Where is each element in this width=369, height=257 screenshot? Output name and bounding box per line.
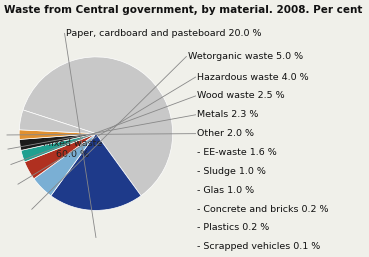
Wedge shape <box>19 110 96 134</box>
Text: Hazardous waste 4.0 %: Hazardous waste 4.0 % <box>197 72 309 82</box>
Wedge shape <box>20 134 96 150</box>
Wedge shape <box>51 134 141 210</box>
Text: - Plastics 0.2 %: - Plastics 0.2 % <box>197 223 270 232</box>
Wedge shape <box>23 57 173 196</box>
Text: - Sludge 1.0 %: - Sludge 1.0 % <box>197 167 266 176</box>
Text: Wetorganic waste 5.0 %: Wetorganic waste 5.0 % <box>188 52 303 61</box>
Text: - Concrete and bricks 0.2 %: - Concrete and bricks 0.2 % <box>197 205 329 214</box>
Text: Paper, cardboard and pasteboard 20.0 %: Paper, cardboard and pasteboard 20.0 % <box>66 29 262 38</box>
Text: - Scrapped vehicles 0.1 %: - Scrapped vehicles 0.1 % <box>197 242 321 251</box>
Text: Other 2.0 %: Other 2.0 % <box>197 129 254 138</box>
Text: Wood waste 2.5 %: Wood waste 2.5 % <box>197 91 285 100</box>
Text: Metals 2.3 %: Metals 2.3 % <box>197 110 259 119</box>
Wedge shape <box>34 134 96 196</box>
Text: - Glas 1.0 %: - Glas 1.0 % <box>197 186 255 195</box>
Wedge shape <box>19 130 96 139</box>
Wedge shape <box>25 134 96 179</box>
Text: Waste from Central government, by material. 2008. Per cent: Waste from Central government, by materi… <box>4 5 362 15</box>
Text: - EE-waste 1.6 %: - EE-waste 1.6 % <box>197 148 277 157</box>
Wedge shape <box>21 134 96 162</box>
Text: Mixed waste
60.0 %: Mixed waste 60.0 % <box>43 139 103 159</box>
